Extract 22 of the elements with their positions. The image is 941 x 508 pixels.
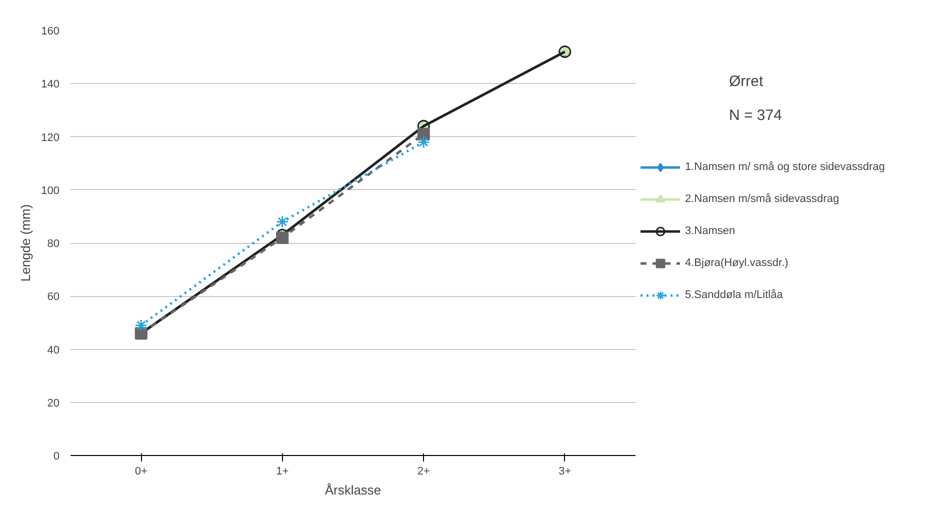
y-tick-label: 20 bbox=[47, 397, 60, 410]
legend-label: 4.Bjøra(Høyl.vassdr.) bbox=[685, 257, 788, 269]
y-tick-label: 160 bbox=[41, 26, 60, 38]
x-tick-label: 0+ bbox=[134, 466, 148, 478]
legend-label: 5.Sanddøla m/Litlåa bbox=[685, 289, 783, 301]
y-tick-label: 140 bbox=[41, 78, 60, 91]
y-axis-title: Lengde (mm) bbox=[18, 204, 34, 282]
legend-label: 1.Namsen m/ små og store sidevassdrag bbox=[685, 161, 885, 173]
x-tick-label: 2+ bbox=[417, 466, 430, 478]
x-axis-title: Årsklasse bbox=[324, 482, 382, 498]
text: N = 374 bbox=[729, 107, 782, 124]
legend-label: 2.Namsen m/små sidevassdrag bbox=[685, 193, 840, 205]
y-tick-label: 120 bbox=[41, 132, 60, 144]
x-tick-label: 3+ bbox=[558, 466, 572, 478]
y-tick-label: 100 bbox=[41, 184, 60, 197]
legend-label: 3.Namsen bbox=[685, 225, 736, 237]
y-tick-label: 40 bbox=[47, 344, 60, 356]
y-tick-label: 0 bbox=[53, 450, 60, 462]
y-tick-label: 60 bbox=[47, 291, 60, 304]
text: Ørret bbox=[729, 73, 764, 90]
y-tick-label: 80 bbox=[47, 238, 60, 250]
x-tick-label: 1+ bbox=[276, 466, 289, 478]
